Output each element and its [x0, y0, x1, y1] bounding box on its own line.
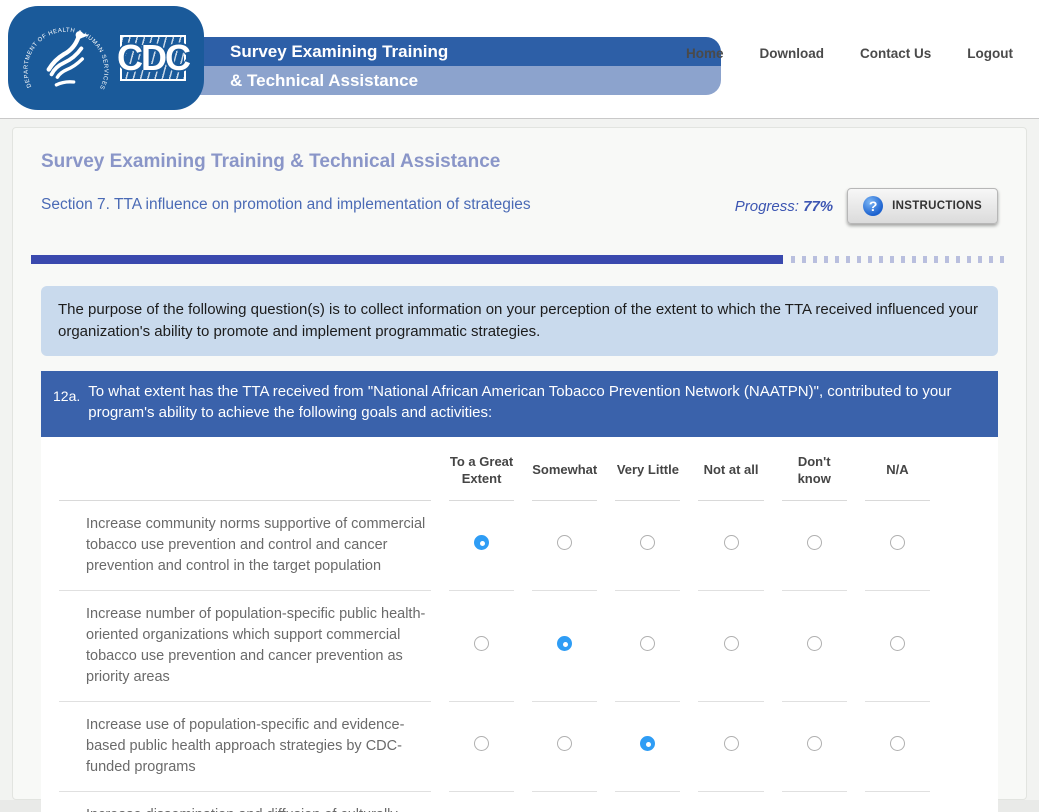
banner-title-line2: & Technical Assistance: [200, 66, 721, 95]
column-header: Somewhat: [532, 441, 598, 501]
progress-value: 77%: [803, 197, 834, 215]
radio-button[interactable]: [889, 736, 905, 752]
instructions-label: INSTRUCTIONS: [892, 200, 982, 212]
matrix-header-spacer: [59, 441, 431, 501]
section-row: Section 7. TTA influence on promotion an…: [41, 188, 998, 224]
cdc-logo-text: CDC: [117, 37, 191, 78]
column-header: Very Little: [615, 441, 681, 501]
row-label: Increase number of population-specific p…: [59, 591, 431, 702]
radio-button[interactable]: [806, 736, 822, 752]
radio-button[interactable]: [640, 535, 656, 551]
radio-button[interactable]: [640, 635, 656, 651]
radio-button[interactable]: [474, 535, 490, 551]
nav-logout[interactable]: Logout: [967, 46, 1013, 61]
row-label: Increase community norms supportive of c…: [59, 501, 431, 591]
table-row: Increase community norms supportive of c…: [59, 501, 930, 591]
radio-button[interactable]: [557, 736, 573, 752]
table-row: Increase use of population-specific and …: [59, 702, 930, 792]
app-banner: Survey Examining Training & Technical As…: [200, 37, 721, 95]
page-background: Survey Examining Training & Technical As…: [0, 119, 1039, 812]
question-header: 12a. To what extent has the TTA received…: [41, 370, 998, 437]
matrix-header-row: To a Great Extent Somewhat Very Little N…: [59, 441, 930, 501]
top-nav: Home Download Contact Us Logout: [686, 46, 1013, 61]
table-row: Increase dissemination and diffusion of …: [59, 792, 930, 812]
column-header: Don't know: [781, 441, 847, 501]
cdc-logo-icon: CDC: [117, 35, 191, 81]
row-label: Increase dissemination and diffusion of …: [59, 792, 431, 812]
radio-button[interactable]: [806, 635, 822, 651]
radio-button[interactable]: [640, 736, 656, 752]
column-header: Not at all: [698, 441, 764, 501]
nav-home[interactable]: Home: [685, 46, 724, 61]
purpose-infobox: The purpose of the following question(s)…: [41, 286, 998, 356]
question-number: 12a.: [53, 387, 81, 404]
table-row: Increase number of population-specific p…: [59, 591, 930, 702]
column-header: N/A: [864, 441, 930, 501]
radio-button[interactable]: [723, 635, 739, 651]
page-title: Survey Examining Training & Technical As…: [41, 151, 501, 172]
instructions-button[interactable]: ? INSTRUCTIONS: [847, 188, 998, 224]
column-header: To a Great Extent: [449, 441, 515, 501]
radio-button[interactable]: [889, 535, 905, 551]
radio-button[interactable]: [557, 535, 573, 551]
radio-button[interactable]: [474, 736, 490, 752]
nav-download[interactable]: Download: [759, 46, 825, 61]
radio-button[interactable]: [557, 635, 573, 651]
survey-panel: Survey Examining Training & Technical As…: [12, 127, 1027, 812]
section-label: Section 7. TTA influence on promotion an…: [41, 196, 531, 213]
row-label: Increase use of population-specific and …: [59, 702, 431, 792]
nav-contact-us[interactable]: Contact Us: [860, 46, 932, 61]
progress-bar-fill: [31, 255, 784, 264]
radio-button[interactable]: [806, 535, 822, 551]
progress-label: Progress: 77%: [734, 197, 834, 215]
banner-title-line1: Survey Examining Training: [200, 37, 721, 66]
answer-matrix: To a Great Extent Somewhat Very Little N…: [41, 436, 998, 812]
question-text: To what extent has the TTA received from…: [88, 382, 952, 421]
progress-bar-remainder: [791, 256, 1008, 263]
radio-button[interactable]: [723, 736, 739, 752]
question-mark-icon: ?: [863, 196, 884, 216]
radio-button[interactable]: [474, 635, 490, 651]
progress-bar: [31, 255, 1008, 264]
radio-button[interactable]: [723, 535, 739, 551]
radio-button[interactable]: [889, 635, 905, 651]
